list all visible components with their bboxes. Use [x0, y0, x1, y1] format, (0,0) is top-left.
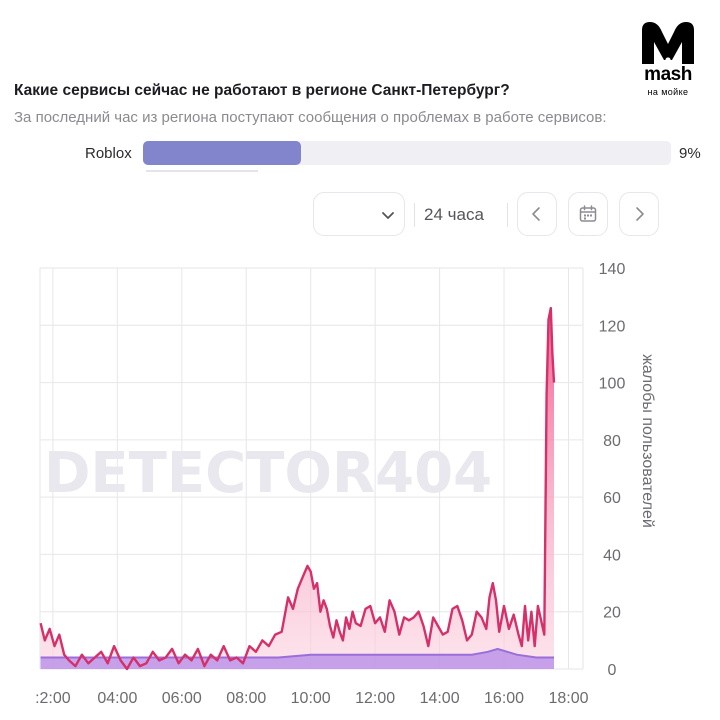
service-progress-fill — [143, 141, 302, 165]
x-tick-label: 14:00 — [420, 690, 460, 707]
service-divider — [146, 170, 258, 172]
service-row-roblox[interactable]: Roblox 9% — [0, 140, 720, 168]
baseline-area — [40, 648, 555, 669]
page-subtitle: За последний час из региона поступают со… — [14, 109, 607, 126]
prev-period-button[interactable] — [517, 192, 557, 236]
service-percent: 9% — [679, 145, 701, 162]
controls-separator — [507, 203, 508, 227]
mash-logo-mark — [642, 22, 694, 64]
logo-tagline: на мойке — [647, 87, 689, 97]
next-period-button[interactable] — [619, 192, 659, 236]
page-title: Какие сервисы сейчас не работают в регио… — [14, 82, 510, 99]
reports-line — [39, 306, 556, 671]
service-name: Roblox — [85, 145, 132, 162]
x-tick-label: 06:00 — [162, 690, 202, 707]
watermark-text: DETECTOR404 — [44, 441, 492, 506]
x-tick-label: 04:00 — [97, 690, 137, 707]
chevron-right-icon — [636, 207, 644, 221]
x-tick-label: 18:00 — [548, 690, 588, 707]
mash-logo: mash на мойке — [636, 20, 700, 100]
y-tick-label: 80 — [603, 433, 621, 450]
y-tick-label: 60 — [603, 490, 621, 507]
x-tick-label: 12:00 — [355, 690, 395, 707]
y-tick-label: 20 — [603, 605, 621, 622]
y-tick-label: 120 — [599, 318, 626, 335]
service-select[interactable] — [313, 192, 405, 236]
calendar-icon — [579, 205, 597, 222]
controls-separator — [414, 203, 415, 227]
calendar-button[interactable] — [568, 192, 608, 236]
x-tick-label: :2:00 — [35, 690, 71, 707]
time-range-label[interactable]: 24 часа — [424, 205, 484, 224]
y-tick-label: 40 — [603, 547, 621, 564]
chevron-down-icon — [382, 212, 394, 219]
logo-wordmark: mash — [644, 64, 692, 85]
service-progress-track — [143, 141, 671, 165]
x-tick-label: 10:00 — [291, 690, 331, 707]
chevron-left-icon — [532, 207, 540, 221]
x-tick-label: 16:00 — [484, 690, 524, 707]
reports-area — [40, 308, 555, 669]
y-tick-label: 0 — [608, 662, 617, 679]
reports-chart: DETECTOR404 0 20 40 60 80 100 120 140 :2:00 04:00… — [35, 261, 656, 707]
y-tick-label: 100 — [599, 376, 626, 393]
x-tick-label: 08:00 — [226, 690, 266, 707]
y-tick-label: 140 — [599, 261, 626, 278]
y-axis-title: жалобы пользователей — [639, 354, 656, 528]
